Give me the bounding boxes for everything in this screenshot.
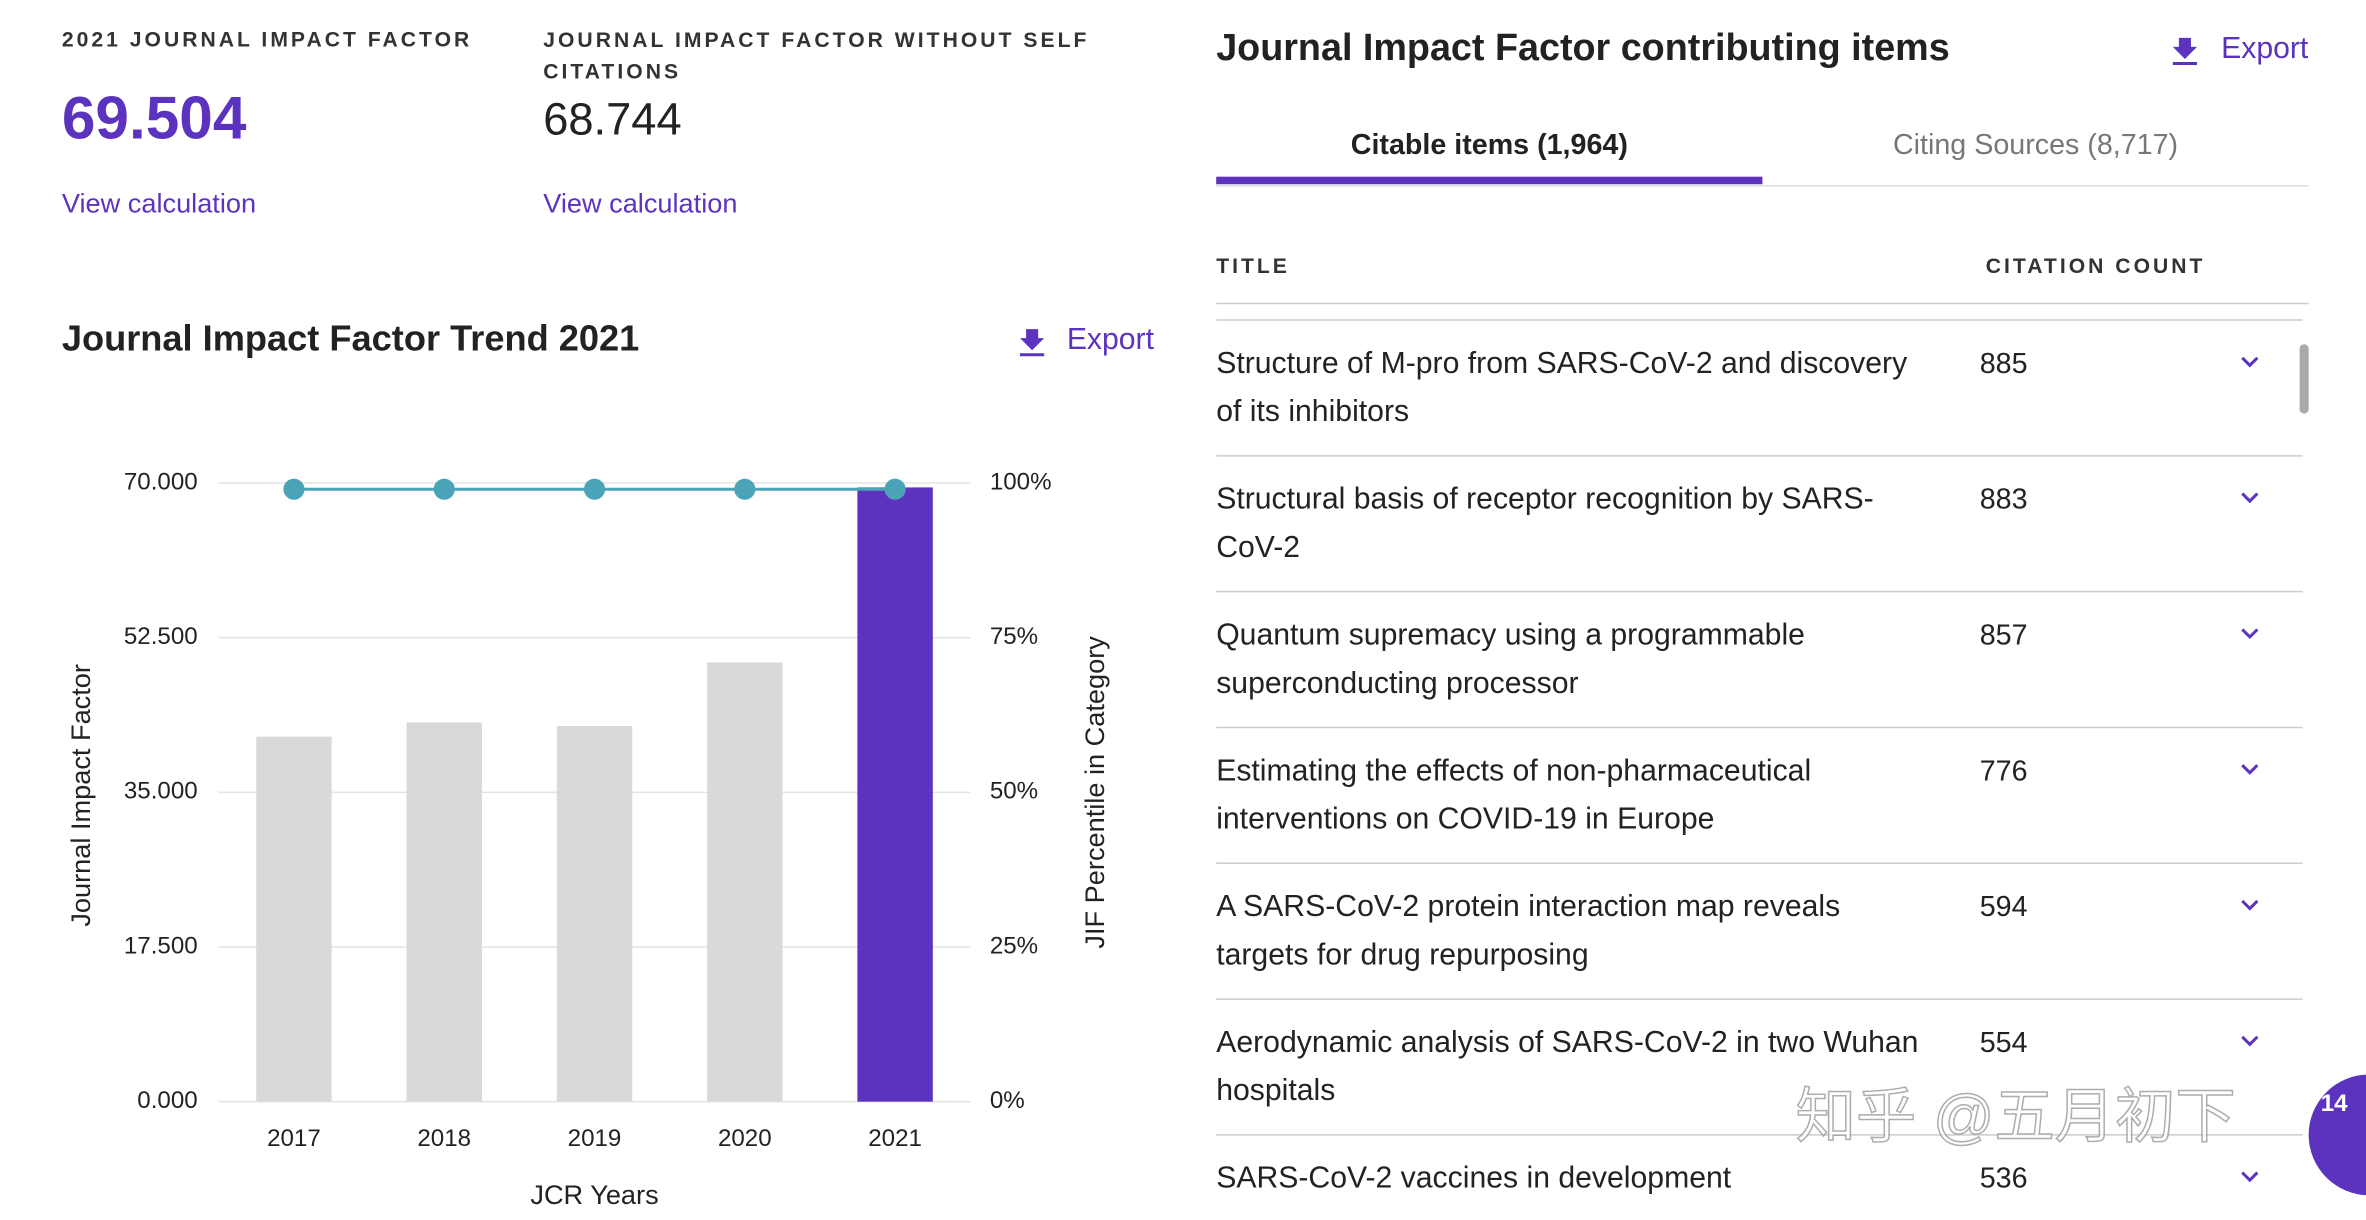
column-header: TITLE <box>1216 255 1290 278</box>
help-badge[interactable]: 14 <box>2321 1090 2348 1117</box>
citation-count: 857 <box>1980 620 2028 652</box>
help-badge-circle[interactable] <box>2308 1074 2366 1196</box>
row-title-box: SARS-CoV-2 vaccines in development <box>1216 1162 1732 1196</box>
watermark: 知乎 @五月初下 <box>1796 1082 2236 1150</box>
bar <box>406 722 482 1102</box>
row-title-box: Estimating the effects of non-pharmaceut… <box>1216 754 1812 837</box>
expand-chevron[interactable] <box>2241 492 2259 504</box>
x-tick-label: 2017 <box>267 1125 321 1152</box>
tab[interactable]: Citable items (1,964) <box>1351 129 1628 161</box>
metric-value: 69.504 <box>62 83 247 151</box>
x-axis-label: JCR Years <box>530 1179 658 1210</box>
bar <box>556 726 633 1102</box>
citation-count: 776 <box>1980 755 2028 787</box>
x-tick-label: 2018 <box>417 1125 471 1152</box>
percentile-dot <box>734 478 756 500</box>
expand-chevron[interactable] <box>2241 356 2259 368</box>
y-tick-label: 52.500 <box>124 623 198 650</box>
row-title: Structure of M-pro from SARS-CoV-2 and d… <box>1216 347 1908 429</box>
expand-chevron[interactable] <box>2241 1035 2259 1047</box>
view-calculation-link[interactable]: View calculation <box>543 188 737 219</box>
row-title-box: Quantum supremacy using a programmable s… <box>1216 618 1805 701</box>
panel-title: Journal Impact Factor contributing items <box>1216 26 1950 68</box>
y-axis-label: Journal Impact Factor <box>65 664 96 927</box>
y2-tick-label: 25% <box>990 932 1038 959</box>
expand-chevron[interactable] <box>2241 1171 2259 1183</box>
view-calculation-link[interactable]: View calculation <box>62 188 256 219</box>
x-tick-label: 2019 <box>568 1125 622 1152</box>
expand-chevron[interactable] <box>2241 628 2259 640</box>
export-button[interactable]: Export <box>1067 323 1155 356</box>
percentile-dot <box>884 478 906 500</box>
row-title-box: A SARS-CoV-2 protein interaction map rev… <box>1216 890 1841 972</box>
y2-tick-label: 50% <box>990 778 1038 805</box>
row-title: Structural basis of receptor recognition… <box>1216 483 1874 565</box>
y2-tick-label: 100% <box>990 468 1052 495</box>
x-tick-label: 2020 <box>718 1125 772 1152</box>
download-icon <box>2172 37 2197 66</box>
row-title-box: Aerodynamic analysis of SARS-CoV-2 in tw… <box>1216 1026 1919 1108</box>
chart-title: Journal Impact Factor Trend 2021 <box>62 318 639 359</box>
export-button[interactable]: Export <box>2221 32 2309 65</box>
row-title-box: Structure of M-pro from SARS-CoV-2 and d… <box>1216 347 1908 429</box>
x-tick-label: 2021 <box>868 1125 922 1152</box>
y-tick-label: 0.000 <box>137 1087 197 1114</box>
row-title: SARS-CoV-2 vaccines in development <box>1216 1162 1732 1196</box>
expand-chevron[interactable] <box>2241 899 2259 911</box>
percentile-dot <box>283 478 305 500</box>
bar <box>256 736 332 1102</box>
row-title: A SARS-CoV-2 protein interaction map rev… <box>1216 890 1841 972</box>
metric-value: 68.744 <box>543 93 681 144</box>
y-tick-label: 70.000 <box>124 468 198 495</box>
download-icon <box>1020 329 1045 357</box>
column-header: CITATION COUNT <box>1986 255 2206 278</box>
row-title: Quantum supremacy using a programmable s… <box>1216 618 1805 701</box>
y2-tick-label: 0% <box>990 1087 1025 1114</box>
y2-axis-label: JIF Percentile in Category <box>1079 636 1110 949</box>
tab[interactable]: Citing Sources (8,717) <box>1893 129 2178 161</box>
metric-label: 2021 JOURNAL IMPACT FACTOR <box>62 28 472 51</box>
row-title: Aerodynamic analysis of SARS-CoV-2 in tw… <box>1216 1026 1919 1108</box>
row-title-box: Structural basis of receptor recognition… <box>1216 483 1874 565</box>
bar <box>707 662 783 1102</box>
citation-count: 594 <box>1980 891 2028 923</box>
bar <box>857 487 933 1102</box>
y-tick-label: 35.000 <box>124 778 198 805</box>
citation-count: 883 <box>1980 484 2028 516</box>
percentile-dot <box>433 478 455 500</box>
metric-label-box: JOURNAL IMPACT FACTOR WITHOUT SELF CITAT… <box>543 27 1090 84</box>
expand-chevron[interactable] <box>2241 764 2259 775</box>
tab-underline <box>1216 176 1763 185</box>
percentile-dot <box>583 478 606 500</box>
y2-tick-label: 75% <box>990 623 1038 650</box>
y-tick-label: 17.500 <box>124 932 198 959</box>
citation-count: 885 <box>1980 348 2028 380</box>
citation-count: 536 <box>1980 1163 2028 1195</box>
scrollbar <box>2299 344 2309 414</box>
row-title: Estimating the effects of non-pharmaceut… <box>1216 754 1812 837</box>
citation-count: 554 <box>1980 1027 2028 1059</box>
metric-label: JOURNAL IMPACT FACTOR WITHOUT SELF CITAT… <box>543 27 1090 84</box>
